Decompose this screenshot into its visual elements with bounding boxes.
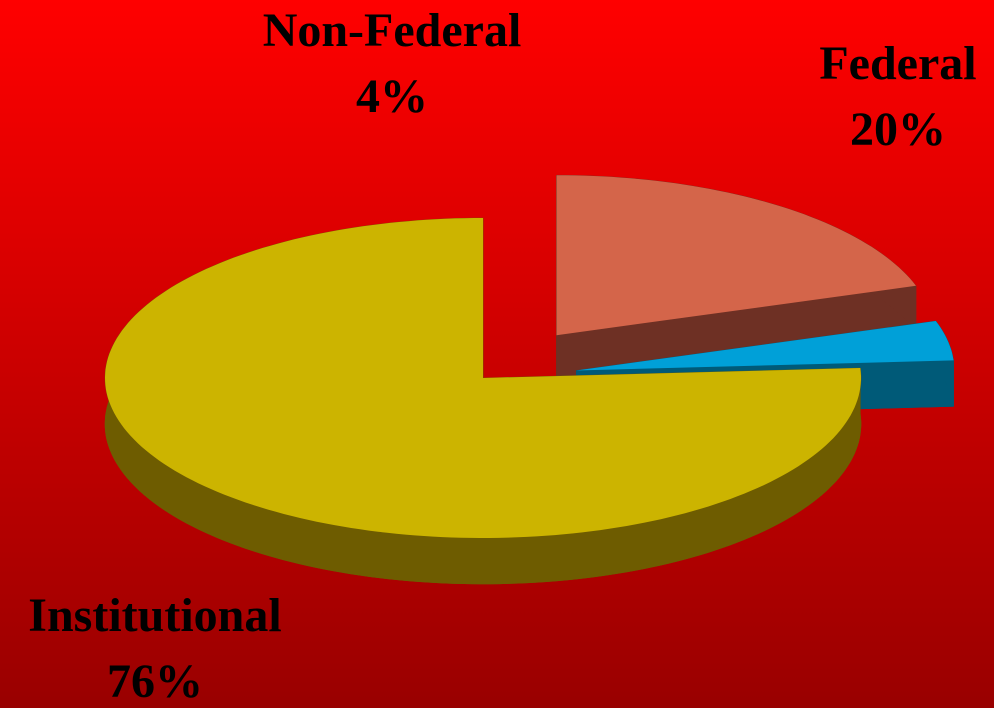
slice-value-label: 20% (850, 103, 946, 156)
labels: Federal 20% Non-Federal 4% Institutional 76% (28, 4, 976, 708)
slice-value-label: 4% (356, 70, 428, 123)
slice (576, 321, 954, 371)
pie (104, 174, 954, 585)
slice-label: Federal (819, 37, 976, 90)
slice-label: Non-Federal (263, 4, 522, 57)
slice (105, 218, 861, 538)
slice-value-label: 76% (107, 655, 203, 708)
slice (556, 175, 916, 336)
slice-label: Institutional (28, 589, 281, 642)
